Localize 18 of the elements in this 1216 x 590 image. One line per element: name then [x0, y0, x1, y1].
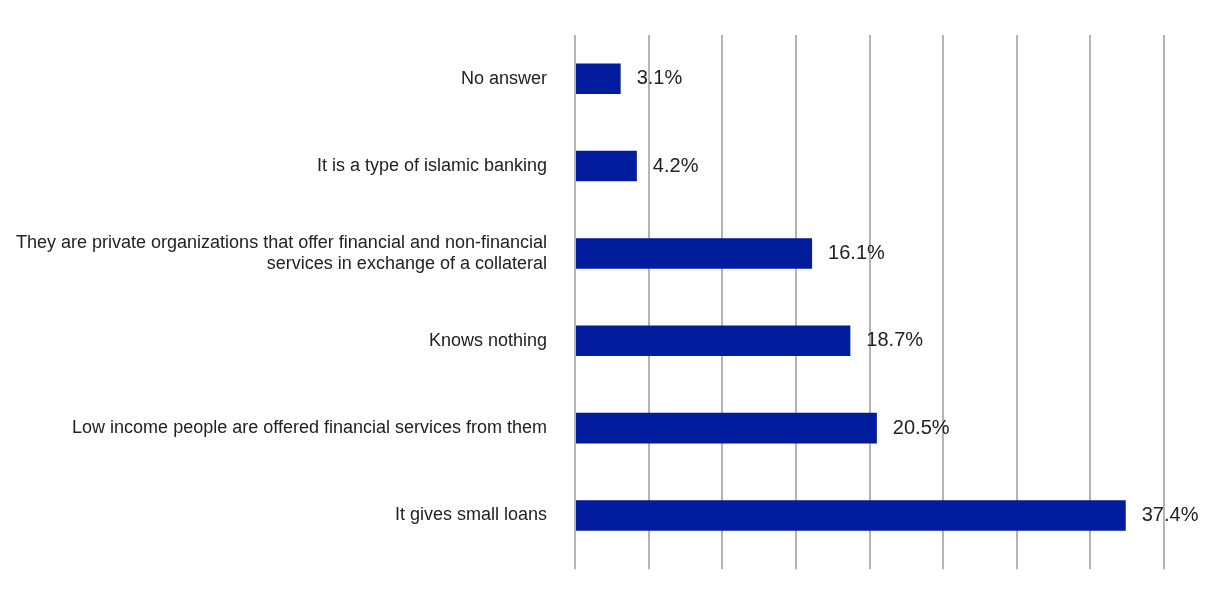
y-tick-label: They are private organizations that offer financial and non-financial services in exchange of a collateral [16, 231, 547, 274]
y-tick-label: Knows nothing [428, 329, 547, 350]
data-label: 37.4% [1141, 503, 1199, 526]
y-tick-label: It gives small loans [394, 504, 547, 525]
data-label: 18.7% [866, 328, 924, 351]
data-label: 20.5% [892, 415, 950, 438]
y-tick-label: No answer [460, 67, 547, 88]
bar [576, 412, 877, 444]
data-label: 3.1% [636, 66, 683, 89]
y-tick-label: It is a type of islamic banking [316, 155, 547, 176]
data-label: 4.2% [652, 153, 699, 176]
bar [576, 325, 851, 357]
data-label: 16.1% [828, 240, 885, 263]
y-tick-label: Low income people are offered financial services from them [72, 417, 547, 438]
bar [576, 150, 637, 182]
bar [576, 500, 1126, 531]
bar [576, 63, 621, 94]
bar [576, 238, 813, 269]
